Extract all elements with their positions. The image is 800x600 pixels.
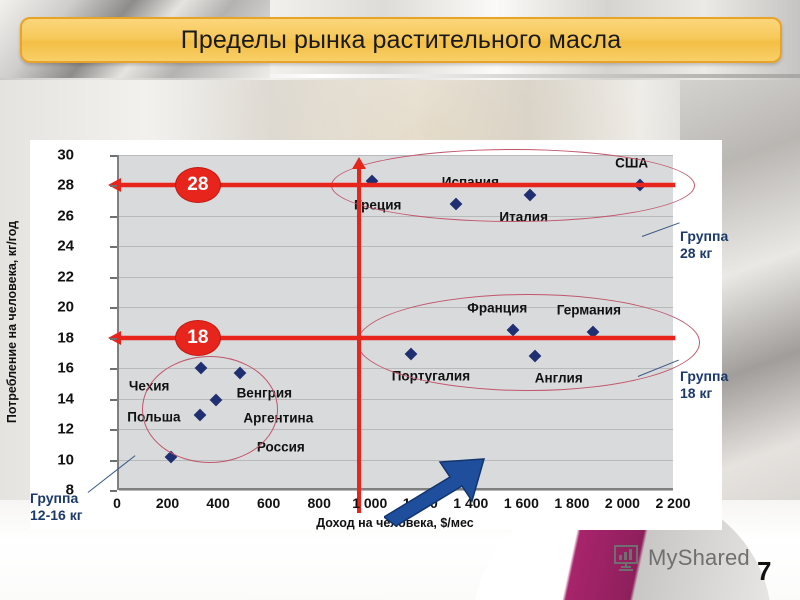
y-tick-mark: [110, 185, 117, 188]
y-tick-mark: [110, 429, 117, 432]
data-point-label: США: [615, 155, 649, 171]
data-point-label: Венгрия: [236, 385, 293, 401]
page-title: Пределы рынка растительного масла: [180, 25, 622, 54]
gridline: [119, 490, 673, 491]
data-point-label: Португалия: [391, 368, 471, 384]
page-number: 7: [757, 556, 772, 586]
callout-line-2: 12-16 кг: [30, 506, 83, 523]
y-tick-label: 26: [57, 207, 74, 225]
data-point[interactable]: [193, 409, 207, 422]
y-tick-mark: [110, 398, 117, 401]
data-point-label: Чехия: [128, 378, 170, 394]
data-point[interactable]: [506, 323, 520, 337]
threshold-badge-18[interactable]: 18: [174, 319, 221, 356]
y-tick-mark: [110, 368, 117, 371]
gridline: [119, 215, 673, 217]
threshold-line-28: [119, 183, 675, 188]
x-tick-label: 2 000: [604, 495, 640, 511]
gridline: [119, 429, 673, 431]
data-point[interactable]: [209, 393, 223, 407]
y-tick-mark: [110, 155, 117, 157]
y-tick-label: 20: [57, 298, 74, 316]
growth-arrow-icon: [384, 458, 486, 527]
callout-group-18: Группа 18 кг: [680, 368, 728, 401]
y-tick-mark: [110, 215, 117, 218]
vertical-threshold-line: [357, 161, 362, 513]
y-tick-label: 22: [57, 268, 74, 286]
callout-line-1: Группа: [680, 368, 729, 384]
x-tick-label: 1 400: [453, 495, 489, 511]
data-point[interactable]: [523, 188, 537, 201]
data-point-label: Аргентина: [243, 410, 314, 426]
data-point[interactable]: [194, 361, 208, 375]
data-point-label: Польша: [127, 409, 181, 425]
gridline: [119, 155, 673, 156]
x-tick-label: 0: [113, 495, 121, 511]
gridline: [119, 459, 673, 461]
y-tick-mark: [110, 307, 117, 310]
y-tick-label: 24: [57, 237, 74, 255]
callout-line-2: 28 кг: [680, 244, 713, 261]
y-tick-label: 10: [57, 451, 74, 469]
x-tick-label: 1 800: [554, 495, 590, 511]
x-tick-label: 800: [307, 495, 331, 511]
chart-card: Потребление на человека, кг/год Доход на…: [5, 140, 728, 530]
callout-line-2: 18 кг: [680, 384, 713, 401]
y-tick-mark: [110, 276, 117, 279]
data-point-label: Франция: [467, 300, 528, 316]
y-tick-mark: [110, 246, 117, 249]
gridline: [119, 368, 673, 370]
y-tick-label: 8: [65, 481, 74, 499]
y-tick-label: 18: [57, 329, 74, 347]
gridline: [119, 307, 673, 309]
vertical-threshold-arrow-icon: [352, 157, 367, 169]
threshold-badge-28[interactable]: 28: [174, 167, 221, 204]
y-tick-mark: [110, 459, 117, 462]
data-point-label: Россия: [256, 439, 305, 454]
callout-line-1: Группа: [680, 228, 729, 244]
y-tick-mark: [110, 337, 117, 340]
threshold-line-18: [119, 335, 675, 340]
callout-line-1: Группа: [30, 490, 79, 506]
data-point-label: Англия: [534, 370, 583, 386]
data-point-label: Греция: [354, 197, 402, 213]
watermark: MyShared: [612, 544, 750, 572]
presentation-chart-icon: [614, 545, 638, 571]
y-axis-label: Потребление на человека, кг/год: [5, 220, 19, 424]
data-point-label: Германия: [556, 302, 621, 318]
y-tick-label: 30: [57, 146, 74, 164]
data-point[interactable]: [528, 349, 542, 363]
y-tick-label: 14: [57, 390, 74, 408]
data-point[interactable]: [404, 348, 418, 361]
x-tick-label: 200: [155, 495, 180, 511]
data-point-label: Италия: [499, 209, 548, 225]
x-tick-label: 2 200: [655, 495, 691, 511]
y-tick-label: 16: [57, 359, 74, 377]
gridline: [119, 246, 673, 248]
x-tick-label: 600: [256, 495, 281, 511]
slide-title-bar: Пределы рынка растительного масла: [20, 17, 782, 63]
gridline: [119, 276, 673, 278]
y-tick-mark: [110, 490, 117, 492]
watermark-text: MyShared: [648, 545, 750, 570]
callout-group-28: Группа 28 кг: [680, 228, 728, 261]
y-tick-label: 28: [57, 176, 74, 194]
x-tick-label: 1 600: [503, 495, 539, 511]
x-tick-label: 400: [206, 495, 230, 511]
y-tick-label: 12: [57, 420, 74, 438]
data-point[interactable]: [164, 450, 178, 463]
data-point[interactable]: [450, 197, 463, 211]
callout-group-12-16: Группа 12-16 кг: [30, 490, 83, 523]
gridline: [119, 398, 673, 400]
x-tick-label: 1 000: [352, 495, 388, 511]
